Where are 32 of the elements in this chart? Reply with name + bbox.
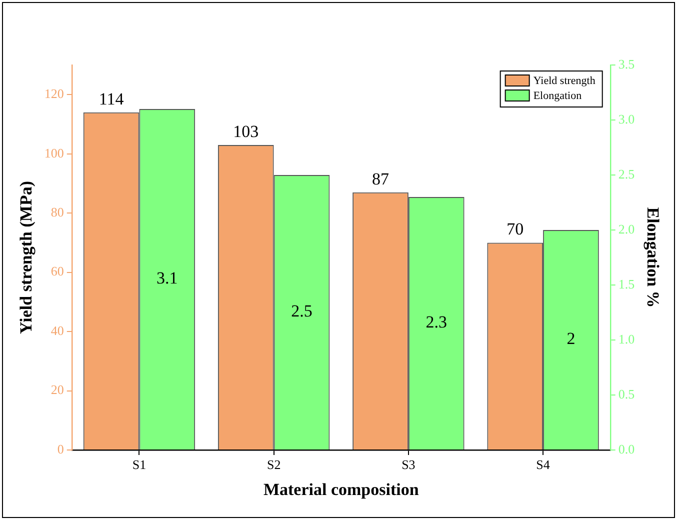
y-tick-label: 20 xyxy=(50,382,64,398)
data-label: 114 xyxy=(98,89,124,108)
data-label: 87 xyxy=(372,169,390,188)
x-tick-label: S4 xyxy=(536,457,550,472)
data-label: 2 xyxy=(566,329,576,348)
legend-label: Yield strength xyxy=(533,74,596,87)
y2-tick-label: 0.5 xyxy=(618,386,635,402)
y2-tick-label: 2.0 xyxy=(618,221,635,236)
y-tick-label: 120 xyxy=(44,86,64,102)
y2-axis-title: Elongation % xyxy=(643,207,662,308)
data-label: 3.1 xyxy=(156,268,178,288)
y-tick-label: 100 xyxy=(44,145,64,160)
y2-tick-label: 0.0 xyxy=(618,441,635,456)
y-tick-label: 40 xyxy=(50,322,64,338)
legend-label: Elongation xyxy=(533,90,582,102)
x-axis-title: Material composition xyxy=(263,480,420,500)
y2-tick-label: 1.5 xyxy=(618,276,635,292)
x-tick-label: S1 xyxy=(132,457,146,472)
data-label: 2.5 xyxy=(291,302,312,321)
y2-tick-label: 3.5 xyxy=(618,56,635,72)
y-axis-title: Yield strength (MPa) xyxy=(16,181,36,334)
y2-tick-label: 3.0 xyxy=(618,111,635,126)
y2-tick-label: 1.0 xyxy=(618,331,635,346)
data-label: 103 xyxy=(233,122,259,141)
y-tick-label: 0 xyxy=(57,441,64,456)
data-label: 70 xyxy=(506,220,524,239)
data-label: 2.3 xyxy=(426,312,447,332)
y-tick-label: 80 xyxy=(50,204,64,220)
y2-tick-label: 2.5 xyxy=(618,166,635,182)
x-tick-label: S3 xyxy=(402,457,416,472)
x-tick-label: S2 xyxy=(266,457,281,472)
y-tick-label: 60 xyxy=(50,264,64,279)
